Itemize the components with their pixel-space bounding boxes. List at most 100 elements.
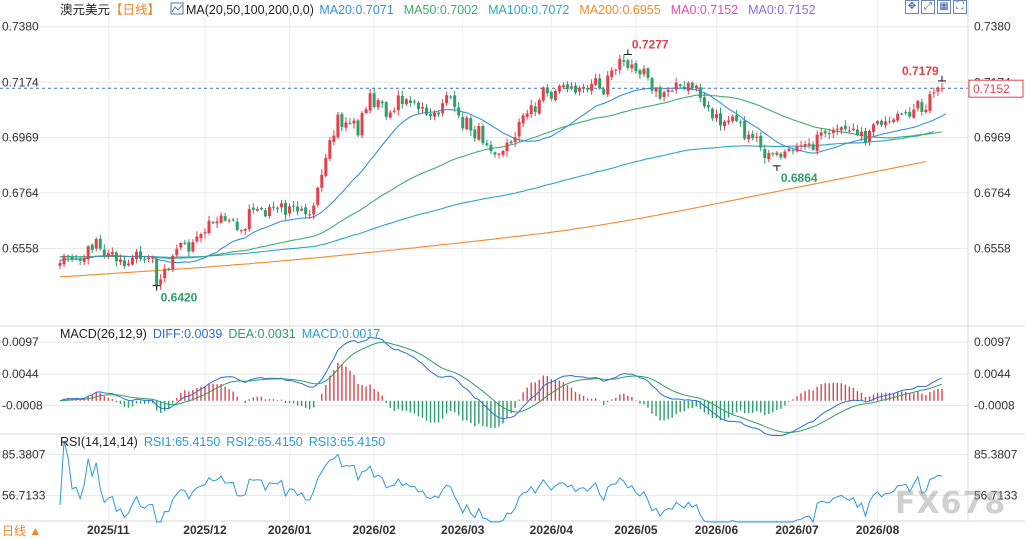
candle — [485, 139, 489, 147]
candle — [78, 257, 82, 265]
candle — [799, 140, 803, 152]
candle — [388, 109, 392, 120]
macd-dea-line — [59, 341, 943, 433]
candle — [569, 82, 573, 91]
candle — [771, 151, 775, 157]
price-tick-left-2: 0.6969 — [2, 131, 39, 145]
candle — [775, 150, 779, 157]
candle — [541, 86, 545, 103]
candle — [557, 84, 561, 94]
candle — [803, 140, 807, 150]
candle — [352, 117, 356, 129]
candle — [525, 109, 529, 120]
candle — [114, 251, 118, 267]
candle — [344, 117, 348, 132]
candle — [807, 138, 811, 149]
candle — [324, 153, 328, 178]
candle — [823, 128, 827, 138]
y-axis-labels: 0.73800.73800.71740.71740.69690.69690.67… — [2, 20, 1018, 503]
candle — [755, 132, 759, 142]
price-annotation-1: 0.7179 — [902, 64, 946, 82]
candle — [477, 122, 481, 142]
candle — [396, 90, 400, 116]
candle — [106, 249, 110, 259]
macd-diff-line — [59, 336, 943, 437]
symbol-title: 澳元美元【日线】 — [60, 3, 160, 17]
macd-tick-left-1: 0.0044 — [2, 367, 39, 381]
candle — [751, 130, 755, 141]
candle — [130, 254, 134, 266]
macd-legend-item-0: MACD(26,12,9) — [60, 327, 147, 341]
candle — [211, 220, 215, 225]
candle — [441, 98, 445, 117]
candle — [364, 106, 368, 114]
candle — [835, 124, 839, 135]
candle — [203, 228, 207, 239]
candle — [614, 68, 618, 75]
candle — [916, 99, 920, 112]
candle — [207, 215, 211, 235]
candle — [513, 131, 517, 148]
candle — [718, 107, 722, 131]
macd-legend-item-1: DIFF:0.0039 — [153, 327, 223, 341]
candle — [408, 96, 412, 107]
candle — [328, 136, 332, 162]
rsi-line — [59, 440, 943, 524]
x-tick-8: 2026/07 — [775, 523, 819, 537]
rsi-tick-right-1: 56.7133 — [974, 488, 1018, 502]
candle — [622, 54, 626, 67]
svg-text:0.7277: 0.7277 — [632, 37, 669, 51]
candle — [884, 116, 888, 129]
ma200-path — [60, 161, 926, 278]
move-icon[interactable]: ✥ — [905, 0, 919, 14]
candle — [928, 90, 932, 114]
price-tick-right-4: 0.6558 — [974, 241, 1011, 255]
x-tick-4: 2026/03 — [441, 523, 485, 537]
candle — [126, 259, 130, 267]
candle — [908, 106, 912, 119]
candle — [493, 151, 497, 158]
candle — [175, 244, 179, 258]
candle — [102, 244, 106, 259]
candle — [437, 111, 441, 118]
candle — [239, 229, 243, 234]
candle — [147, 254, 151, 263]
fullscreen-icon[interactable]: ⛶ — [953, 0, 967, 14]
candle — [658, 85, 662, 101]
candle — [332, 130, 336, 146]
period-selector[interactable]: 日线 ▲ — [2, 524, 42, 538]
expand-icon[interactable]: ⤢ — [921, 0, 935, 14]
current-price-tag: 0.7152 — [968, 79, 1024, 98]
candle — [662, 90, 666, 102]
rsi-tick-right-0: 85.3807 — [974, 448, 1018, 462]
candle — [420, 102, 424, 113]
candle — [924, 104, 928, 114]
candle — [429, 108, 433, 121]
macd-legend: MACD(26,12,9) DIFF:0.0039 DEA:0.0031 MACD:0… — [60, 327, 380, 341]
candle — [62, 253, 66, 268]
grid-icon[interactable]: ▦ — [937, 0, 951, 14]
macd-legend-item-2: DEA:0.0031 — [228, 327, 295, 341]
candle — [473, 125, 477, 142]
candle — [642, 65, 646, 77]
candle — [243, 228, 247, 236]
candle — [235, 217, 239, 232]
ma-legend: MA(20,50,100,200,0,0) MA20:0.7071 MA50:0.… — [186, 3, 816, 17]
price-tick-right-2: 0.6969 — [974, 131, 1011, 145]
candle — [167, 267, 171, 272]
rsi-legend: RSI(14,14,14) RSI1:65.4150 RSI2:65.4150 RSI… — [60, 435, 385, 449]
candle — [747, 130, 751, 143]
x-tick-7: 2026/06 — [695, 523, 739, 537]
candle — [304, 203, 308, 219]
candle — [416, 101, 420, 115]
candle — [666, 87, 670, 97]
candle — [851, 123, 855, 132]
candle — [70, 253, 74, 262]
candle — [98, 234, 102, 251]
panel-borders — [0, 0, 1025, 522]
candle — [372, 87, 376, 109]
candle — [316, 186, 320, 208]
price-tick-left-0: 0.7380 — [2, 20, 39, 34]
candle — [271, 201, 275, 211]
